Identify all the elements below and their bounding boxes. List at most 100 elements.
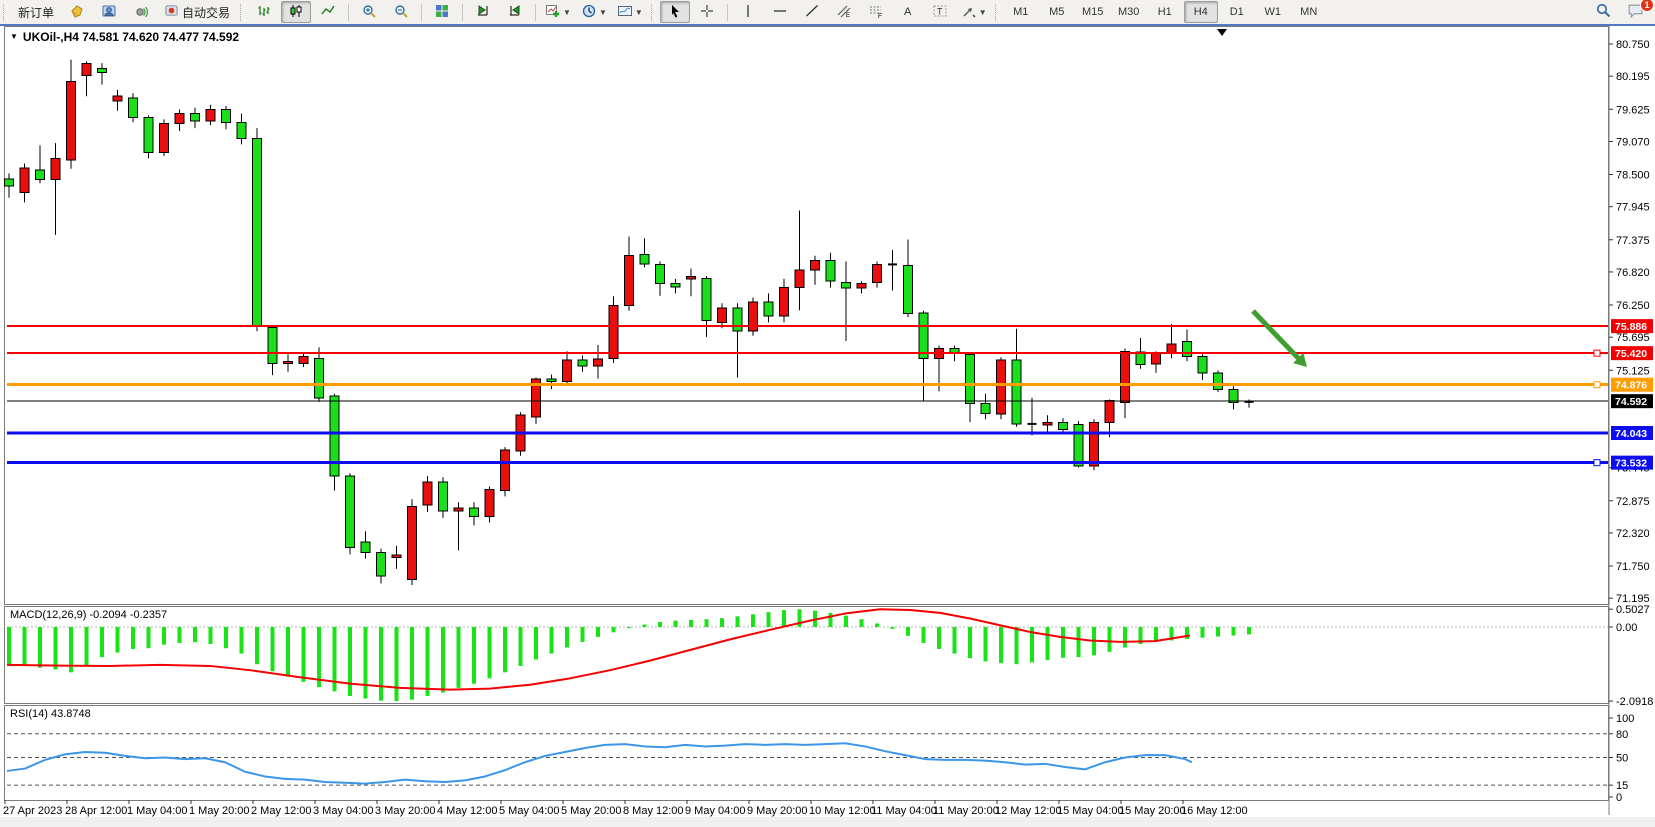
macd-axis-label: 0.00 — [1616, 622, 1637, 634]
timeframe-button-M15[interactable]: M15 — [1082, 6, 1104, 18]
autotrade-button[interactable]: 自动交易 — [158, 1, 236, 23]
timeframe-button-H4[interactable]: H4 — [1183, 1, 1218, 23]
candle-body — [97, 67, 107, 73]
symbol-ohlc-title: UKOil-,H4 74.581 74.620 74.477 74.592 — [22, 30, 240, 44]
candle-body — [779, 287, 789, 317]
toolbar-accent-line — [0, 24, 1655, 26]
timeframe-button-H1[interactable]: H1 — [1157, 6, 1172, 18]
vertical-line-button[interactable] — [733, 1, 763, 23]
indicators-button[interactable]: ▼ — [541, 1, 575, 23]
fibonacci-icon: F — [868, 3, 884, 22]
price-axis-label: 71.195 — [1616, 593, 1650, 605]
templates-button[interactable]: ▼ — [613, 1, 647, 23]
svg-text:E: E — [846, 13, 850, 19]
auto-scroll-button[interactable] — [468, 1, 498, 23]
bar-chart-button[interactable] — [249, 1, 279, 23]
new-order-button[interactable]: 新订单 — [12, 1, 60, 23]
chat-button[interactable]: 1 — [1620, 0, 1654, 23]
candle-body — [1166, 343, 1177, 354]
candle-body — [1228, 389, 1239, 403]
candlestick-button[interactable] — [281, 1, 312, 23]
collapse-icon[interactable]: ▼ — [10, 32, 18, 41]
price-badge — [1611, 455, 1653, 470]
trendline-icon — [804, 3, 820, 22]
candle-body — [50, 157, 61, 181]
candle-body — [360, 541, 371, 554]
zoom-in-button[interactable] — [354, 1, 384, 23]
candle-body — [66, 81, 76, 161]
trendline-button[interactable] — [797, 1, 827, 23]
chart-shift-marker[interactable] — [1217, 29, 1227, 36]
crosshair-button[interactable] — [692, 1, 722, 23]
price-axis-label: 75.125 — [1616, 365, 1650, 377]
line-chart-button[interactable] — [313, 1, 343, 23]
text-button[interactable]: A — [893, 1, 923, 23]
time-axis-label: 8 May 12:00 — [623, 805, 684, 817]
toolbar-grip — [650, 3, 656, 21]
price-badge-label: 75.420 — [1615, 348, 1647, 360]
timeframe-button-M5[interactable]: M5 — [1049, 6, 1065, 18]
search-button[interactable] — [1588, 1, 1618, 23]
chart-shift-icon — [507, 3, 523, 22]
candle-body — [500, 449, 510, 492]
arrows-icon — [961, 3, 977, 22]
order-doc-button[interactable] — [62, 1, 92, 23]
toolbar-grip — [994, 3, 1000, 21]
fibonacci-button[interactable]: F — [861, 1, 891, 23]
timeframe-button-MN[interactable]: MN — [1300, 6, 1318, 18]
main-panel-frame — [4, 26, 1609, 605]
zoom-out-button[interactable] — [386, 1, 416, 23]
candle-body — [655, 263, 665, 285]
candle-body — [531, 378, 541, 418]
auto-scroll-icon — [475, 3, 491, 22]
candle-body — [949, 348, 960, 354]
toolbar-separator — [348, 3, 350, 21]
candle-body — [407, 505, 417, 580]
horizontal-line-button[interactable] — [765, 1, 795, 23]
time-axis-label: 2 May 12:00 — [251, 805, 312, 817]
autotrade-icon — [164, 3, 179, 21]
candle-body — [1104, 400, 1115, 424]
text-label-button[interactable]: T — [925, 1, 955, 23]
svg-text:F: F — [878, 13, 882, 19]
trend-arrow-head[interactable] — [1293, 352, 1307, 367]
vertical-line-icon — [740, 3, 756, 22]
time-axis-label: 28 Apr 12:00 — [65, 805, 127, 817]
candle-body — [221, 109, 231, 123]
tile-windows-button[interactable] — [427, 1, 457, 23]
trend-arrow-object[interactable] — [1251, 309, 1302, 362]
line-handle[interactable] — [1593, 459, 1601, 467]
candle-body — [577, 359, 588, 367]
arrows-button[interactable]: ▼ — [957, 1, 991, 23]
candle-body — [1135, 351, 1146, 366]
price-badge-label: 73.532 — [1615, 458, 1647, 470]
channel-button[interactable]: E — [829, 1, 859, 23]
dropdown-arrow-icon: ▼ — [598, 7, 607, 17]
price-axis-label: 79.070 — [1616, 136, 1650, 148]
rsi-axis-label: 100 — [1616, 713, 1634, 725]
candle-body — [422, 481, 433, 506]
timeframe-button-W1[interactable]: W1 — [1264, 6, 1281, 18]
rsi-axis-label: 0 — [1616, 792, 1622, 804]
timeframe-button-M1[interactable]: M1 — [1013, 6, 1029, 18]
line-handle[interactable] — [1593, 381, 1601, 389]
candle-body — [748, 301, 758, 332]
rsi-panel-frame — [4, 705, 1609, 801]
zoom-out-icon — [393, 3, 409, 22]
timeframe-button-M30[interactable]: M30 — [1118, 6, 1140, 18]
timeframe-button-D1[interactable]: D1 — [1229, 6, 1244, 18]
time-axis-label: 3 May 04:00 — [313, 805, 374, 817]
cursor-button[interactable] — [659, 1, 690, 23]
line-chart-icon — [320, 3, 336, 22]
candle-body — [717, 307, 727, 323]
candle-body — [965, 353, 975, 405]
alerts-button[interactable] — [126, 1, 156, 23]
toolbar-grip — [3, 3, 8, 21]
periods-button[interactable]: ▼ — [577, 1, 611, 23]
line-handle[interactable] — [1593, 349, 1601, 357]
chart-shift-button[interactable] — [500, 1, 530, 23]
candle-body — [438, 481, 448, 512]
candle-body — [624, 255, 634, 307]
metaeditor-button[interactable] — [94, 1, 124, 23]
candle-body — [763, 301, 774, 317]
